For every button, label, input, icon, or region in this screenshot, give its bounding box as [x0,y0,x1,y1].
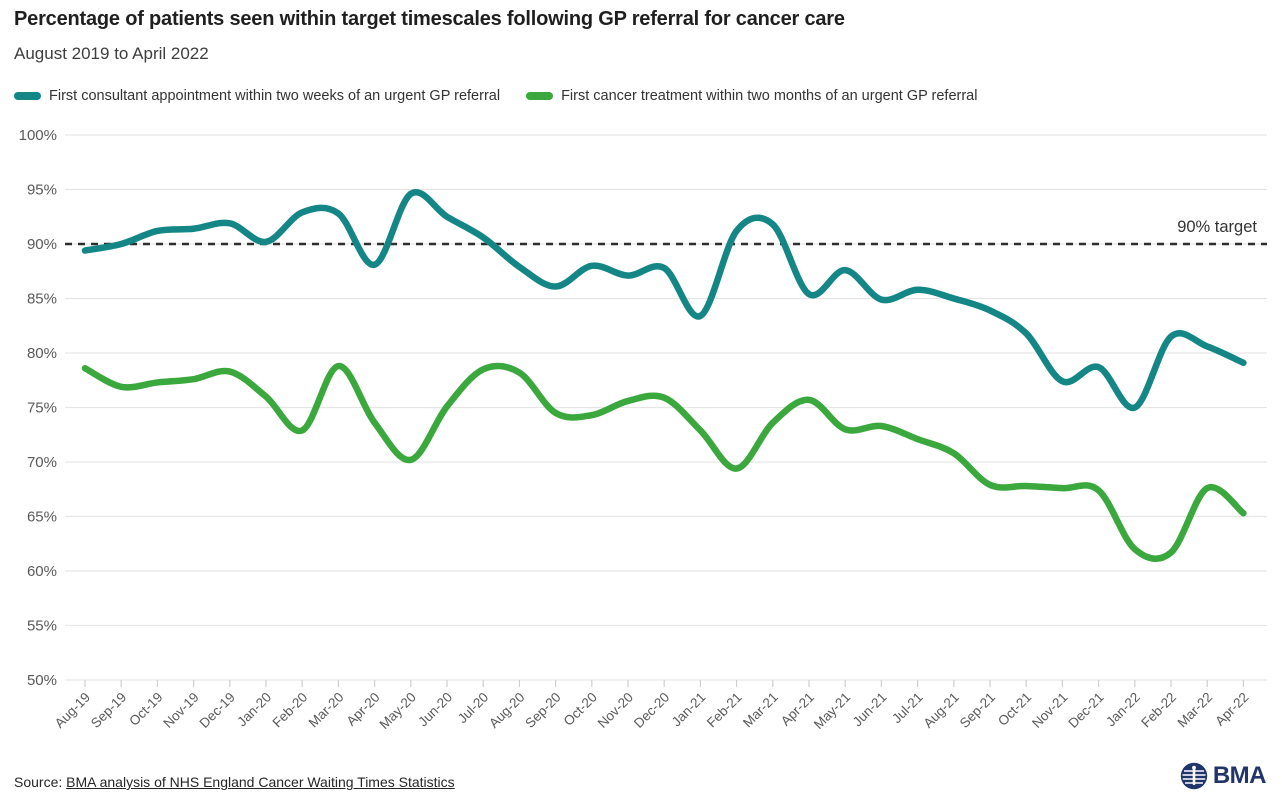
x-tick-label: Feb-22 [1138,690,1179,731]
x-tick-label: Dec-21 [1065,690,1106,731]
x-tick-label: Jun-20 [415,690,455,730]
x-tick-label: May-21 [811,690,853,732]
x-tick-label: Mar-22 [1174,690,1215,731]
x-tick-label: Oct-20 [561,690,600,729]
bma-logo: BMA [1180,762,1267,790]
x-tick-label: Jan-22 [1103,690,1143,730]
x-tick-label: Feb-20 [269,690,310,731]
y-tick-label: 100% [19,127,57,144]
y-tick-label: 85% [27,291,57,308]
y-tick-label: 75% [27,400,57,417]
x-tick-label: Aug-19 [52,690,93,731]
x-tick-label: Sep-19 [88,690,129,731]
x-tick-label: Aug-21 [921,690,962,731]
x-axis: Aug-19Sep-19Oct-19Nov-19Dec-19Jan-20Feb-… [52,680,1252,732]
y-axis-labels: 50% 55% 60% 65% 70% 75% 80% 85% 90% 95% 100% [19,127,57,689]
y-tick-label: 95% [27,182,57,199]
x-tick-label: Jun-21 [850,690,890,730]
series-line-two-month-wait [81,362,1247,562]
x-tick-label: Dec-20 [631,690,672,731]
x-tick-label: Jan-20 [234,690,274,730]
series-line-two-week-wait [81,189,1247,411]
y-tick-label: 50% [27,672,57,689]
x-tick-label: Nov-21 [1029,690,1070,731]
y-tick-label: 90% [27,236,57,253]
x-tick-label: Oct-19 [126,690,165,729]
legend-item-two-week-wait: First consultant appointment within two … [14,88,500,104]
target-line-label: 90% target [1177,218,1257,236]
y-tick-label: 65% [27,509,57,526]
legend-item-two-month-wait: First cancer treatment within two months… [526,88,977,104]
y-tick-label: 55% [27,618,57,635]
source-prefix: Source: [14,774,67,790]
legend-swatch-green [526,92,554,100]
x-tick-label: May-20 [376,690,418,732]
bma-logo-text: BMA [1212,762,1267,789]
y-tick-label: 60% [27,563,57,580]
y-tick-label: 70% [27,454,57,471]
x-tick-label: Apr-22 [1212,690,1251,729]
page-title: Percentage of patients seen within targe… [14,8,845,30]
legend-label: First consultant appointment within two … [49,88,501,104]
x-tick-label: Feb-21 [704,690,745,731]
bma-emblem-icon [1180,762,1208,790]
x-tick-label: Mar-21 [740,690,781,731]
page-subtitle: August 2019 to April 2022 [14,44,209,63]
x-tick-label: Nov-20 [595,690,636,731]
x-tick-label: Dec-19 [197,690,238,731]
gridlines [65,134,1267,681]
x-tick-label: Mar-20 [306,690,347,731]
x-tick-label: Nov-19 [160,690,201,731]
source-link[interactable]: BMA analysis of NHS England Cancer Waiti… [66,774,455,790]
y-tick-label: 80% [27,345,57,362]
x-tick-label: Oct-21 [995,690,1034,729]
x-tick-label: Jan-21 [669,690,709,730]
x-tick-label: Sep-20 [522,690,563,731]
source-line: Source: BMA analysis of NHS England Canc… [14,774,455,790]
x-tick-label: Aug-20 [486,690,527,731]
legend: First consultant appointment within two … [14,88,977,104]
legend-label: First cancer treatment within two months… [561,88,978,104]
x-tick-label: Sep-21 [957,690,998,731]
legend-swatch-teal [14,92,41,100]
